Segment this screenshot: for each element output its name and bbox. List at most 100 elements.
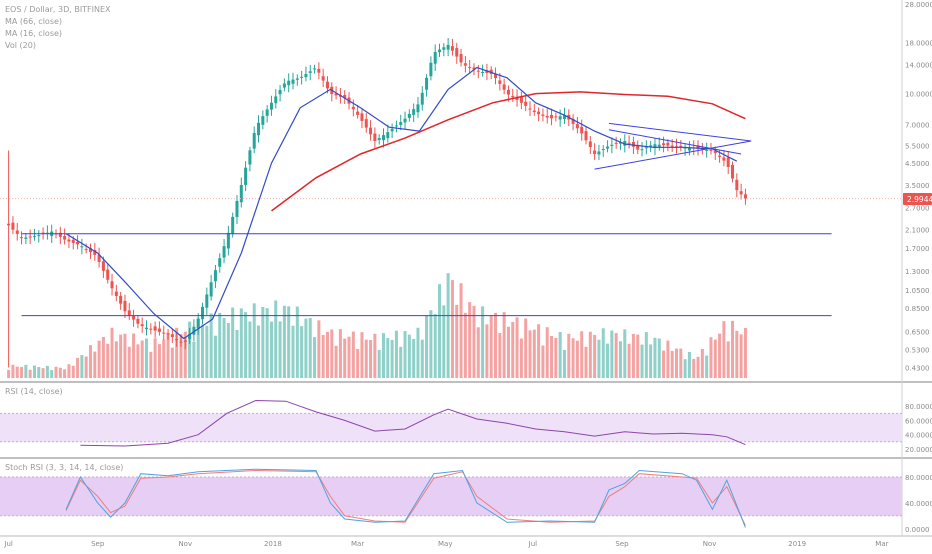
volume-bar <box>235 329 239 378</box>
candle-body <box>24 237 28 239</box>
candles <box>7 38 747 368</box>
price-tick-label: 3.5000 <box>905 182 930 190</box>
candle-body <box>593 150 597 154</box>
volume-bar <box>722 321 726 378</box>
volume-bar <box>532 329 536 378</box>
price-tick-label: 2.7000 <box>905 205 930 213</box>
volume-bar <box>567 333 571 378</box>
candle-body <box>584 131 588 141</box>
volume-bar <box>377 349 381 378</box>
volume-bar <box>343 338 347 378</box>
candle-body <box>403 118 407 123</box>
volume-bar <box>696 356 700 378</box>
candle-body <box>334 93 338 96</box>
candle-body <box>644 147 648 149</box>
volume-bar <box>545 327 549 378</box>
candle-body <box>735 179 739 191</box>
stoch-tick-label: 0.0000 <box>905 526 930 534</box>
candle-body <box>709 149 713 151</box>
candle-body <box>179 341 183 343</box>
volume-bar <box>386 338 390 378</box>
volume-bar <box>662 350 666 378</box>
candle-body <box>739 191 743 195</box>
volume-bar <box>407 334 411 378</box>
stoch-tick-label: 80.0000 <box>905 474 932 482</box>
candle-body <box>282 83 286 88</box>
volume-bar <box>541 345 545 378</box>
candle-body <box>63 235 67 240</box>
volume-bar <box>123 333 127 378</box>
volume-bar <box>468 302 472 378</box>
volume-bar <box>562 349 566 378</box>
candle-body <box>269 102 273 110</box>
rsi-band <box>0 413 902 442</box>
candle-body <box>468 66 472 68</box>
volume-bar <box>373 333 377 378</box>
volume-bar <box>76 357 80 378</box>
candle-body <box>119 295 123 304</box>
volume-bar <box>153 338 157 378</box>
candle-body <box>360 113 364 121</box>
volume-bar <box>106 343 110 378</box>
volume-bar <box>317 320 321 378</box>
volume-bar <box>494 312 498 378</box>
candle-body <box>571 118 575 124</box>
candle-body <box>351 106 355 110</box>
volume-bars <box>7 273 747 378</box>
candle-body <box>610 144 614 147</box>
volume-bar <box>459 283 463 378</box>
candle-body <box>192 326 196 335</box>
volume-bar <box>450 280 454 378</box>
axes: 28.0000 18.0000 14.0000 10.0000 7.0000 5.5000… <box>3 1 932 548</box>
candle-body <box>317 68 321 73</box>
volume-bar <box>45 365 49 378</box>
candle-body <box>97 254 101 262</box>
candle-body <box>636 145 640 150</box>
candle-body <box>278 89 282 95</box>
stoch-d-line <box>65 469 746 526</box>
candle-body <box>472 67 476 70</box>
candle-body <box>412 109 416 115</box>
candle-body <box>450 46 454 51</box>
candle-body <box>683 147 687 149</box>
volume-bar <box>149 351 153 378</box>
price-tick-label: 5.5000 <box>905 143 930 151</box>
candle-body <box>291 79 295 84</box>
volume-bar <box>67 364 71 378</box>
candle-body <box>696 145 700 150</box>
time-tick-label: Jul <box>3 540 13 548</box>
volume-bar <box>709 337 713 378</box>
time-tick-label: Sep <box>615 540 629 548</box>
volume-bar <box>593 334 597 378</box>
volume-bar <box>420 339 424 378</box>
volume-bar <box>476 327 480 378</box>
volume-bar <box>166 332 170 378</box>
price-tick-label: 28.0000 <box>905 1 932 9</box>
volume-bar <box>614 333 618 378</box>
candle-body <box>226 232 230 249</box>
current-price-badge <box>903 193 932 205</box>
volume-bar <box>571 338 575 378</box>
ma-fast-line <box>65 66 738 340</box>
volume-bar <box>601 328 605 378</box>
overlays <box>0 66 902 340</box>
volume-bar <box>265 308 269 378</box>
candle-body <box>494 73 498 79</box>
volume-bar <box>369 340 373 378</box>
candle-body <box>554 116 558 118</box>
candle-body <box>558 116 562 120</box>
ma-slow-legend: MA (66, close) <box>5 17 62 26</box>
volume-bar <box>136 344 140 378</box>
volume-bar <box>683 359 687 378</box>
volume-bar <box>188 321 192 378</box>
price-tick-label: 0.8500 <box>905 305 930 313</box>
volume-bar <box>502 312 506 378</box>
candle-body <box>231 216 235 234</box>
candle-body <box>265 109 269 116</box>
candle-body <box>597 151 601 155</box>
volume-bar <box>325 331 329 378</box>
volume-bar <box>71 365 75 378</box>
volume-bar <box>416 327 420 378</box>
